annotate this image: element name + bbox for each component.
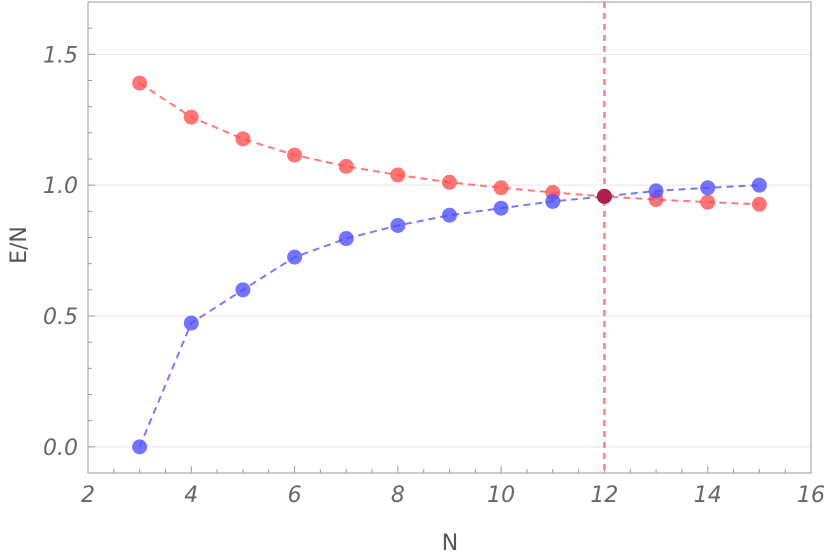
x-tick-label: 4 <box>184 483 198 508</box>
series-1-point <box>390 217 406 233</box>
x-tick-label: 2 <box>81 483 95 508</box>
y-tick-label: 1.5 <box>43 43 78 68</box>
y-tick-label: 0.0 <box>43 436 78 461</box>
series-0-point <box>287 147 303 163</box>
label-layer: 0.0 0.5 1.0 1.5 2 4 6 8 10 12 14 16 <box>43 43 825 508</box>
series-0-point <box>442 174 457 190</box>
series-1-point <box>700 180 716 196</box>
series-0-point <box>235 131 251 147</box>
series-1-point <box>235 282 251 298</box>
tick-layer <box>87 27 812 473</box>
y-tick-label: 1.0 <box>43 174 78 199</box>
x-axis-label: N <box>442 531 458 556</box>
series-1-point <box>287 249 303 265</box>
series-0-point <box>183 109 199 125</box>
series-1-point <box>493 200 509 216</box>
series-1-point <box>442 207 457 223</box>
intersection-point <box>596 188 612 204</box>
series-1-point <box>751 177 767 193</box>
series-0-point <box>338 158 354 174</box>
x-tick-label: 14 <box>694 483 722 508</box>
series-1-point <box>183 315 199 331</box>
series-1-point <box>648 183 664 199</box>
x-tick-label: 8 <box>391 483 405 508</box>
series-0-point <box>700 194 716 210</box>
series-0-point <box>132 75 148 91</box>
series-1-point <box>132 439 148 455</box>
series-0-point <box>493 180 509 196</box>
x-tick-label: 10 <box>487 483 515 508</box>
plot-frame <box>87 1 812 474</box>
series-1-point <box>545 193 561 209</box>
x-tick-label: 16 <box>797 483 825 508</box>
series-0-point <box>751 196 767 212</box>
y-tick-label: 0.5 <box>43 305 78 330</box>
series-layer <box>132 2 767 473</box>
y-axis-label: E/N <box>7 226 32 264</box>
x-tick-label: 6 <box>288 483 302 508</box>
series-1-point <box>338 231 354 247</box>
series-0-point <box>390 167 406 183</box>
x-tick-label: 12 <box>590 483 618 508</box>
